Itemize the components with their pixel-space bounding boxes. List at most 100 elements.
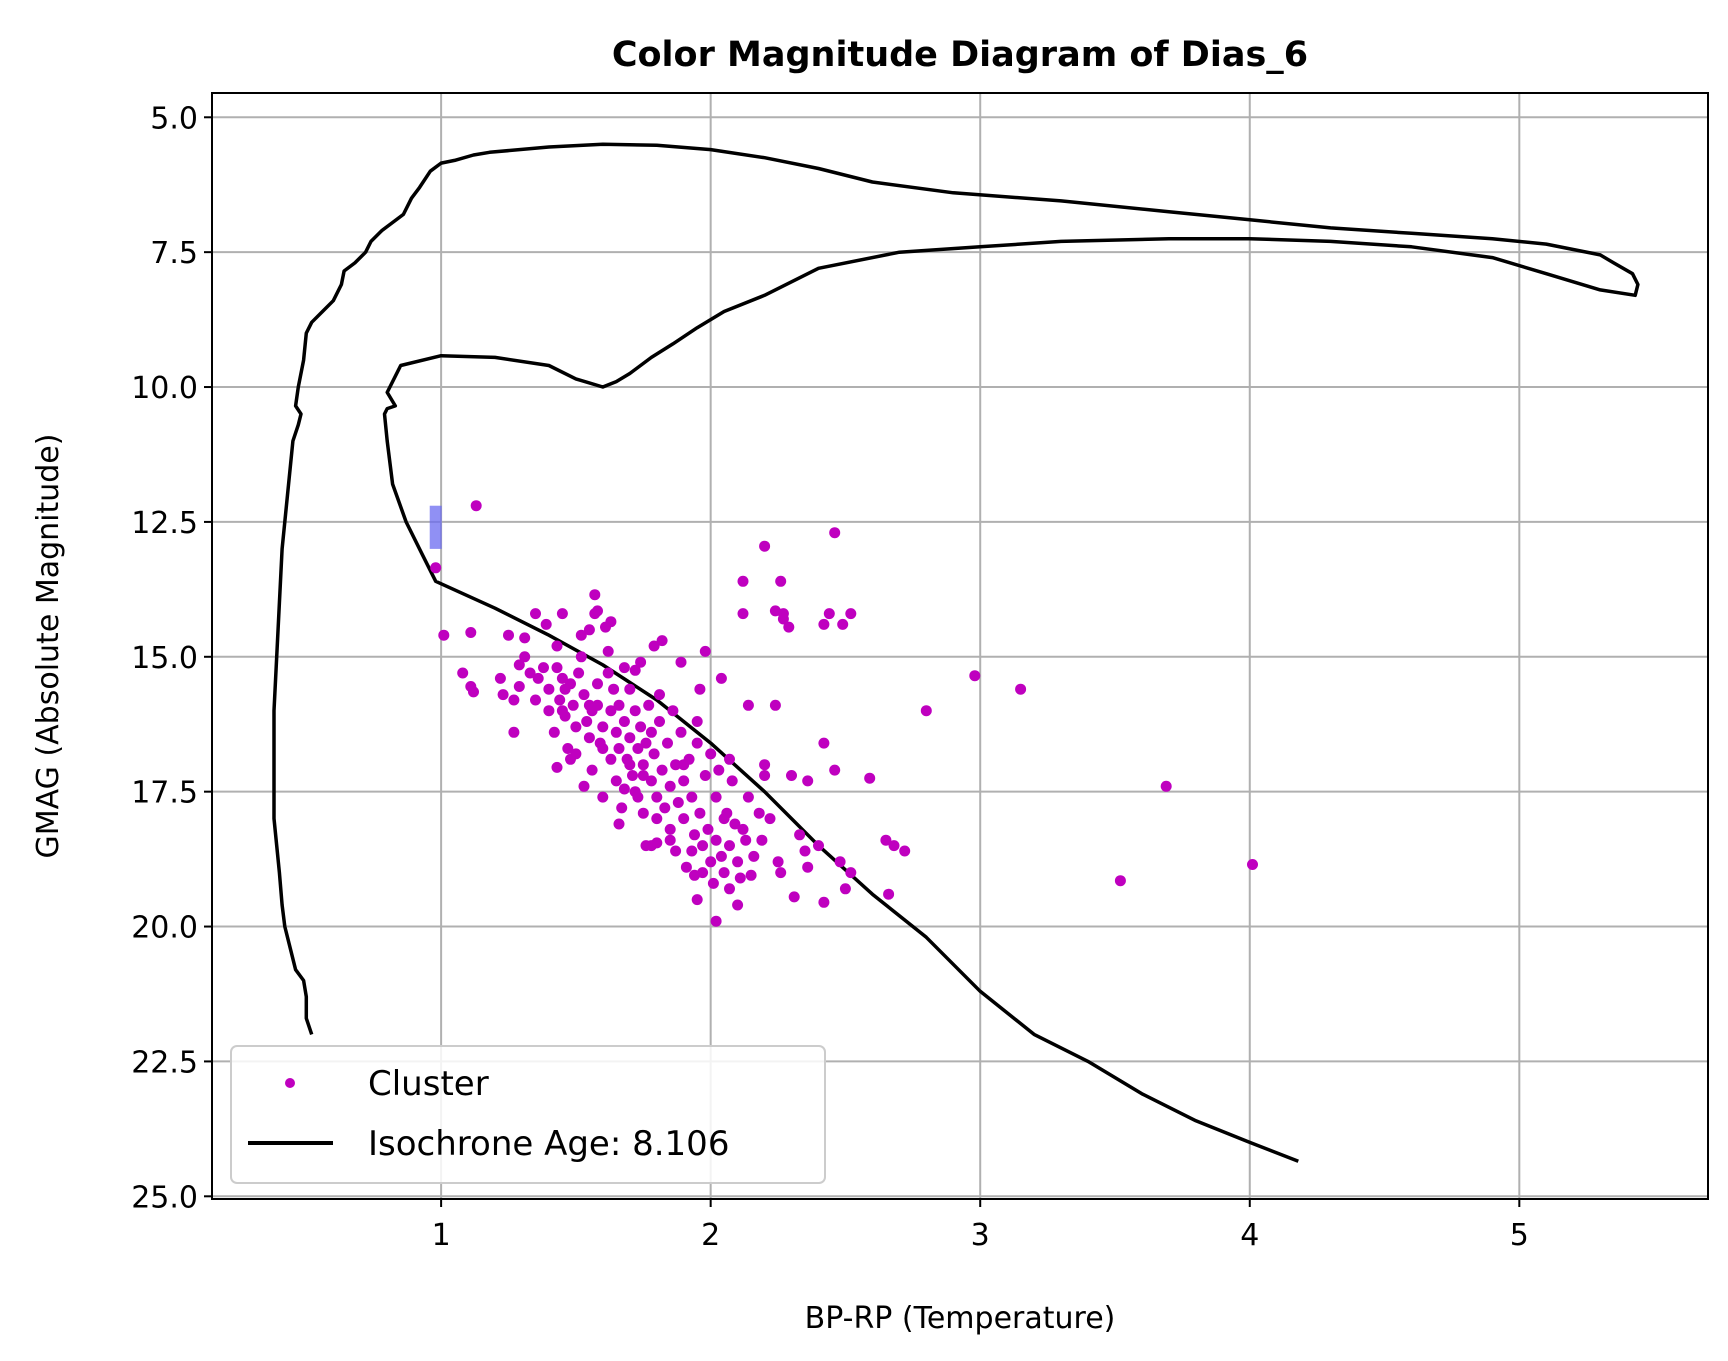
cluster-point bbox=[713, 764, 725, 776]
cluster-point bbox=[640, 737, 652, 749]
cluster-point bbox=[605, 705, 617, 717]
y-tick-label: 10.0 bbox=[131, 371, 198, 406]
cluster-point bbox=[759, 540, 771, 552]
cluster-point bbox=[624, 732, 636, 744]
cluster-point bbox=[618, 662, 630, 674]
cluster-point bbox=[586, 764, 598, 776]
cluster-point bbox=[680, 861, 692, 873]
cluster-point bbox=[707, 877, 719, 889]
cluster-point bbox=[589, 608, 601, 620]
cluster-point bbox=[829, 527, 841, 539]
cluster-point bbox=[551, 640, 563, 652]
cluster-point bbox=[608, 683, 620, 695]
cluster-point bbox=[637, 770, 649, 781]
cluster-point bbox=[508, 726, 520, 738]
cluster-point bbox=[562, 743, 574, 754]
cluster-point bbox=[759, 770, 771, 781]
cluster-point bbox=[610, 775, 622, 787]
cluster-point bbox=[581, 716, 593, 727]
cluster-point bbox=[592, 678, 603, 690]
cluster-point bbox=[629, 664, 641, 676]
cluster-point bbox=[524, 667, 536, 679]
cluster-point bbox=[597, 791, 609, 803]
cluster-point bbox=[802, 775, 814, 787]
cluster-point bbox=[664, 834, 676, 846]
cluster-point bbox=[813, 840, 824, 852]
cluster-point bbox=[880, 834, 892, 846]
cluster-point bbox=[589, 589, 601, 601]
cluster-point bbox=[519, 651, 531, 663]
cluster-point bbox=[554, 694, 566, 706]
cluster-point bbox=[540, 618, 552, 630]
cluster-point bbox=[670, 759, 682, 771]
cluster-point bbox=[551, 662, 563, 674]
cluster-point bbox=[710, 915, 722, 927]
cluster-point bbox=[756, 834, 768, 846]
legend-cluster-marker bbox=[285, 1078, 295, 1088]
cluster-point bbox=[1114, 875, 1126, 887]
y-tick-label: 12.5 bbox=[131, 506, 198, 541]
isochrone-series bbox=[272, 142, 1640, 1163]
cluster-point bbox=[888, 840, 900, 852]
cluster-point bbox=[705, 748, 717, 760]
cluster-point bbox=[732, 899, 744, 911]
cluster-point bbox=[645, 840, 657, 852]
cluster-point bbox=[548, 726, 560, 738]
cluster-point bbox=[597, 743, 609, 754]
cluster-point bbox=[699, 645, 711, 657]
cluster-point bbox=[686, 845, 698, 857]
cluster-point bbox=[699, 770, 711, 781]
cluster-point bbox=[602, 667, 614, 679]
cluster-point bbox=[573, 667, 585, 679]
cluster-point bbox=[597, 721, 609, 733]
cluster-point bbox=[686, 791, 698, 803]
cluster-point bbox=[670, 845, 682, 857]
cluster-point bbox=[613, 818, 625, 830]
cluster-point bbox=[794, 829, 806, 841]
cluster-point bbox=[694, 683, 706, 695]
cluster-point bbox=[1247, 859, 1258, 870]
cluster-point bbox=[753, 807, 765, 819]
cluster-point bbox=[691, 894, 703, 906]
cluster-point bbox=[654, 689, 665, 701]
cluster-point bbox=[718, 867, 730, 879]
cluster-point bbox=[742, 699, 754, 711]
marker-bar bbox=[429, 505, 442, 549]
cluster-point bbox=[430, 562, 442, 574]
cluster-point bbox=[702, 823, 714, 835]
cluster-point bbox=[648, 748, 660, 760]
cluster-point bbox=[656, 635, 668, 647]
cluster-point bbox=[556, 705, 568, 717]
cluster-point bbox=[788, 891, 800, 903]
cluster-point bbox=[654, 716, 665, 727]
x-tick-label: 1 bbox=[432, 1218, 451, 1253]
cluster-point bbox=[629, 786, 641, 798]
cluster-point bbox=[583, 699, 595, 711]
cluster-point bbox=[556, 608, 568, 620]
cluster-point bbox=[667, 705, 679, 717]
cluster-point bbox=[632, 743, 644, 754]
blue-marker bbox=[429, 505, 442, 549]
cluster-point bbox=[530, 608, 541, 620]
cluster-point bbox=[783, 621, 795, 633]
y-tick-label: 22.5 bbox=[131, 1045, 198, 1080]
cluster-point bbox=[729, 818, 741, 830]
x-tick-label: 3 bbox=[971, 1218, 990, 1253]
x-tick-label: 5 bbox=[1510, 1218, 1529, 1253]
cluster-point bbox=[624, 683, 636, 695]
cluster-point bbox=[864, 772, 876, 784]
cluster-point bbox=[672, 797, 684, 808]
cluster-point bbox=[618, 783, 630, 795]
cluster-point bbox=[645, 726, 657, 738]
chart-title: Color Magnitude Diagram of Dias_6 bbox=[612, 35, 1308, 75]
cluster-point bbox=[745, 869, 757, 881]
cluster-point bbox=[764, 813, 776, 825]
cluster-point bbox=[818, 896, 830, 908]
cluster-point bbox=[1015, 683, 1027, 695]
cluster-point bbox=[724, 840, 735, 852]
cluster-point bbox=[508, 694, 520, 706]
cluster-point bbox=[616, 802, 628, 814]
cluster-point bbox=[769, 699, 781, 711]
cluster-point bbox=[556, 672, 568, 684]
cluster-point bbox=[624, 759, 636, 771]
